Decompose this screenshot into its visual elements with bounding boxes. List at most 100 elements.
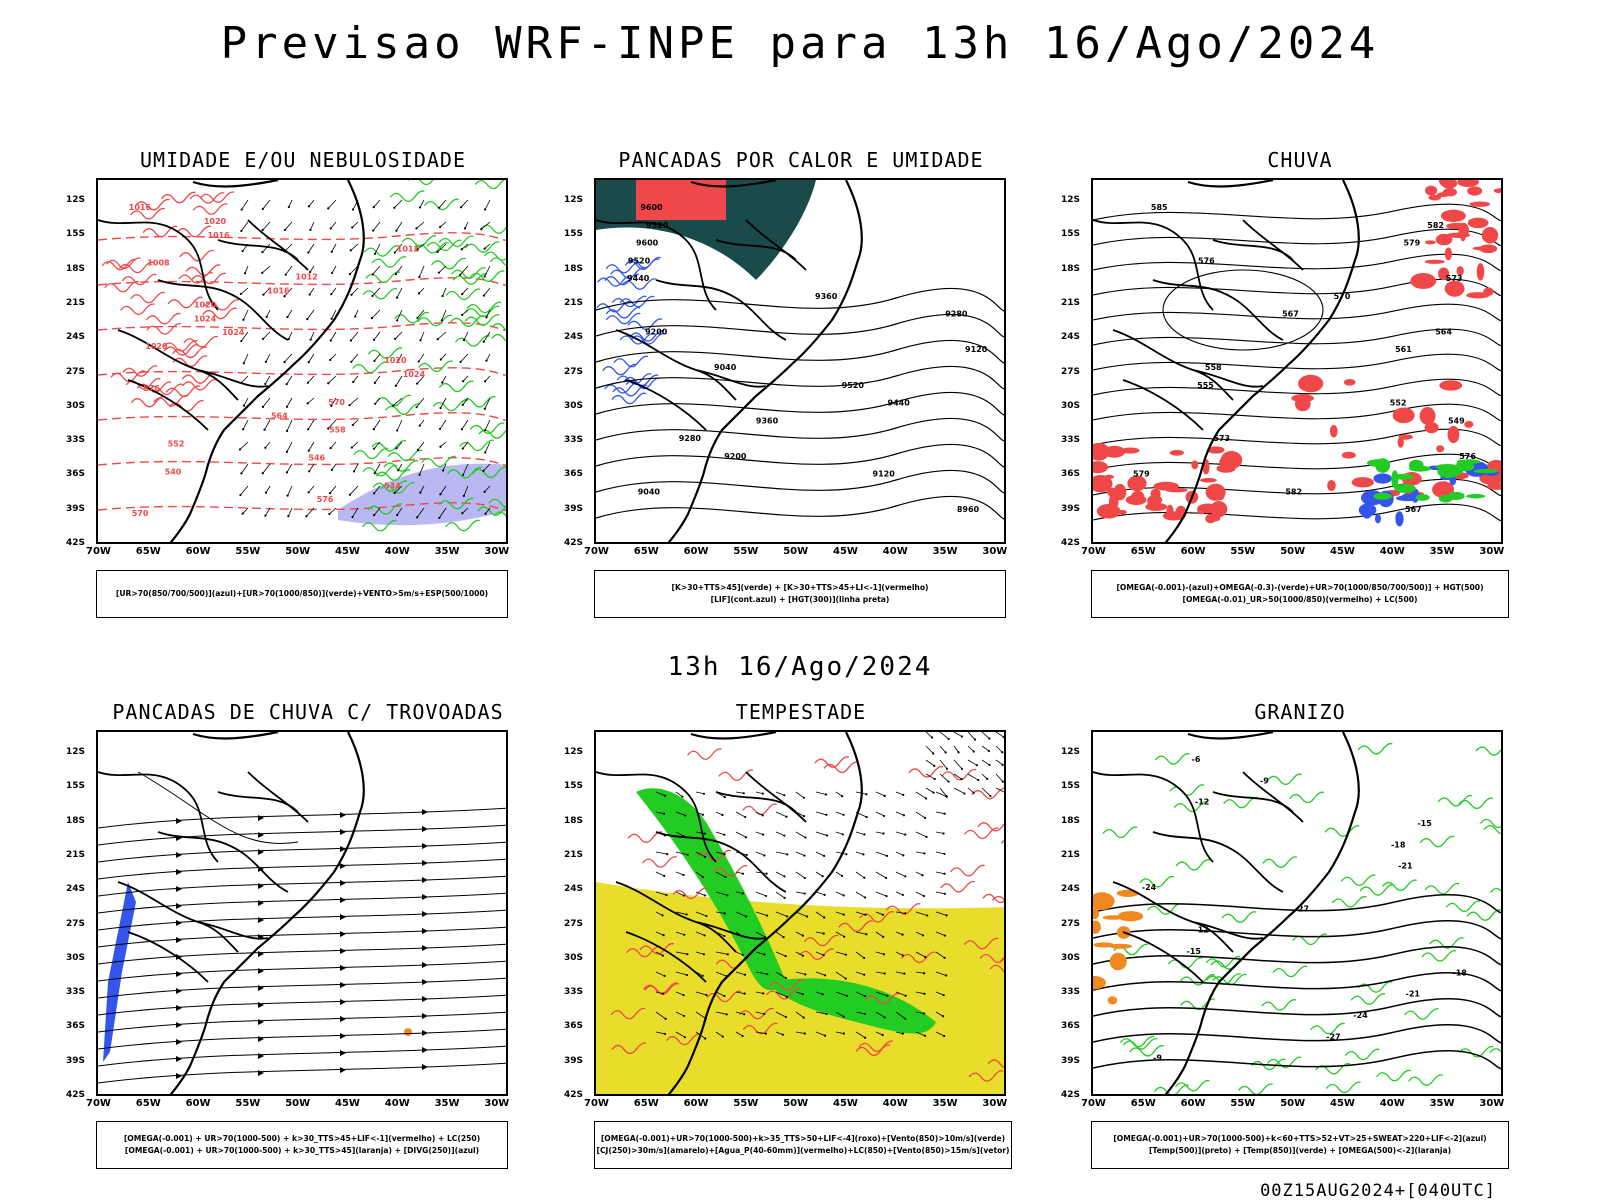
lon-tick-label: 70W [86,1098,111,1109]
wind-vector [239,287,249,296]
wind-vector [418,419,425,427]
lc850-streamline [855,1044,891,1057]
temp850-contour [1437,794,1473,807]
contour-label: 9200 [724,452,747,461]
wind-vector [330,397,337,407]
rain-shading [1419,406,1436,425]
lon-tick-label: 65W [1130,546,1156,557]
lc850-streamline [982,893,1004,904]
wind850-vector [915,911,929,917]
thickness-contour [98,457,506,466]
green-humidity-contour [367,347,403,359]
green-humidity-contour [454,335,490,347]
panel-1-legend: [UR>70(850/700/500)](azul)+[UR>70(1000/8… [96,570,508,618]
legend-line: [OMEGA(-0.001) + UR>70(1000-500) + k>30_… [124,1146,480,1155]
wind850-vector [775,931,785,939]
wind850-vector [775,831,786,837]
red-humidity-contour [178,272,214,284]
green-humidity-contour [493,511,506,517]
lc250-streamline [98,875,506,897]
green-humidity-contour [431,257,466,270]
wind-vector [329,353,337,362]
lon-tick-label: 65W [1130,1098,1156,1109]
wind-vector [395,441,403,450]
contour-label: 576 [143,384,160,393]
lat-tick-label: 15S [1061,781,1081,792]
wind-vector [240,221,249,232]
wind850-vector [735,811,747,819]
lc850-streamline [838,920,874,932]
rain-shading [1441,180,1458,189]
wind850-vector [755,791,764,795]
panel-2-title: PANCADAS POR CALOR E UMIDADE [618,148,984,172]
lif-contour [611,295,647,308]
contour-label: 1012 [296,273,318,282]
wind850-vector [935,911,948,917]
temp850-contour [1169,784,1205,796]
panel-1-map: 1016 1020 1016 1012 1008 1012 1016 1020 1024 1024… [96,178,508,544]
lon-tick-label: 50W [285,546,311,557]
green-humidity-contour [385,403,420,415]
lif-contour [605,312,641,325]
lon-tick-label: 40W [384,1098,410,1109]
green-humidity-contour [478,429,506,439]
lif-contour [597,275,632,287]
lat-tick-label: 18S [564,815,584,826]
wind-vector [485,353,491,362]
wind-vector [484,441,491,454]
omega-shading [1117,911,1144,922]
rain-shading [1476,263,1485,281]
wind-vector [308,287,315,296]
wind-vector [485,309,491,319]
wind850-vector [775,891,786,899]
lat-tick-label: 36S [66,469,86,480]
wind850-vector [925,773,936,781]
contour-label: 546 [308,453,325,462]
temp850-contour [1173,800,1209,813]
green-humidity-contour [352,361,388,374]
wind850-vector [655,791,667,797]
contour-label: 1020 [204,217,227,226]
wind-vector [483,199,491,211]
contour-label: 9120 [965,345,988,354]
lat-tick-label: 12S [66,747,86,757]
wind850-vector [795,1031,806,1035]
coastline [169,180,365,542]
rain-shading [1329,424,1338,438]
wind-vector [238,441,249,451]
green-humidity-contour [414,242,449,254]
wind-vector [373,243,381,255]
lc250-streamline [98,994,506,1016]
lc850-streamline [665,1033,701,1046]
contour-label: 1024 [222,328,245,337]
lon-tick-label: 45W [1330,546,1355,557]
wind850-vector [775,1011,788,1019]
lon-tick-label: 55W [1230,1098,1256,1109]
wind-vector [392,397,403,407]
wind850-vector [981,745,991,753]
wind850-vector [675,911,688,916]
wind850-vector [775,911,789,918]
wind850-vector [655,971,666,978]
wind-vector [483,243,491,250]
wind850-shading [636,788,786,991]
wind850-vector [815,931,825,935]
contour-label: -15 [1187,947,1202,956]
panel-6-title: GRANIZO [1254,700,1346,724]
green-humidity-contour [383,460,419,472]
wind850-vector [915,1031,927,1037]
wind850-vector [815,991,824,996]
rain-shading [1205,513,1216,524]
lon-tick-label: 55W [733,1098,759,1109]
wind850-vector [925,787,935,794]
wind850-vector [915,811,927,819]
contour-label: 570 [132,509,149,518]
rain-shading [1351,477,1374,488]
rain-shading [1298,374,1324,393]
red-humidity-contour [146,323,182,335]
green-humidity-contour [426,239,462,252]
temp850-contour [1340,874,1376,887]
green-humidity-contour [445,288,481,301]
wind850-vector [755,991,765,995]
green-humidity-contour [488,498,506,508]
